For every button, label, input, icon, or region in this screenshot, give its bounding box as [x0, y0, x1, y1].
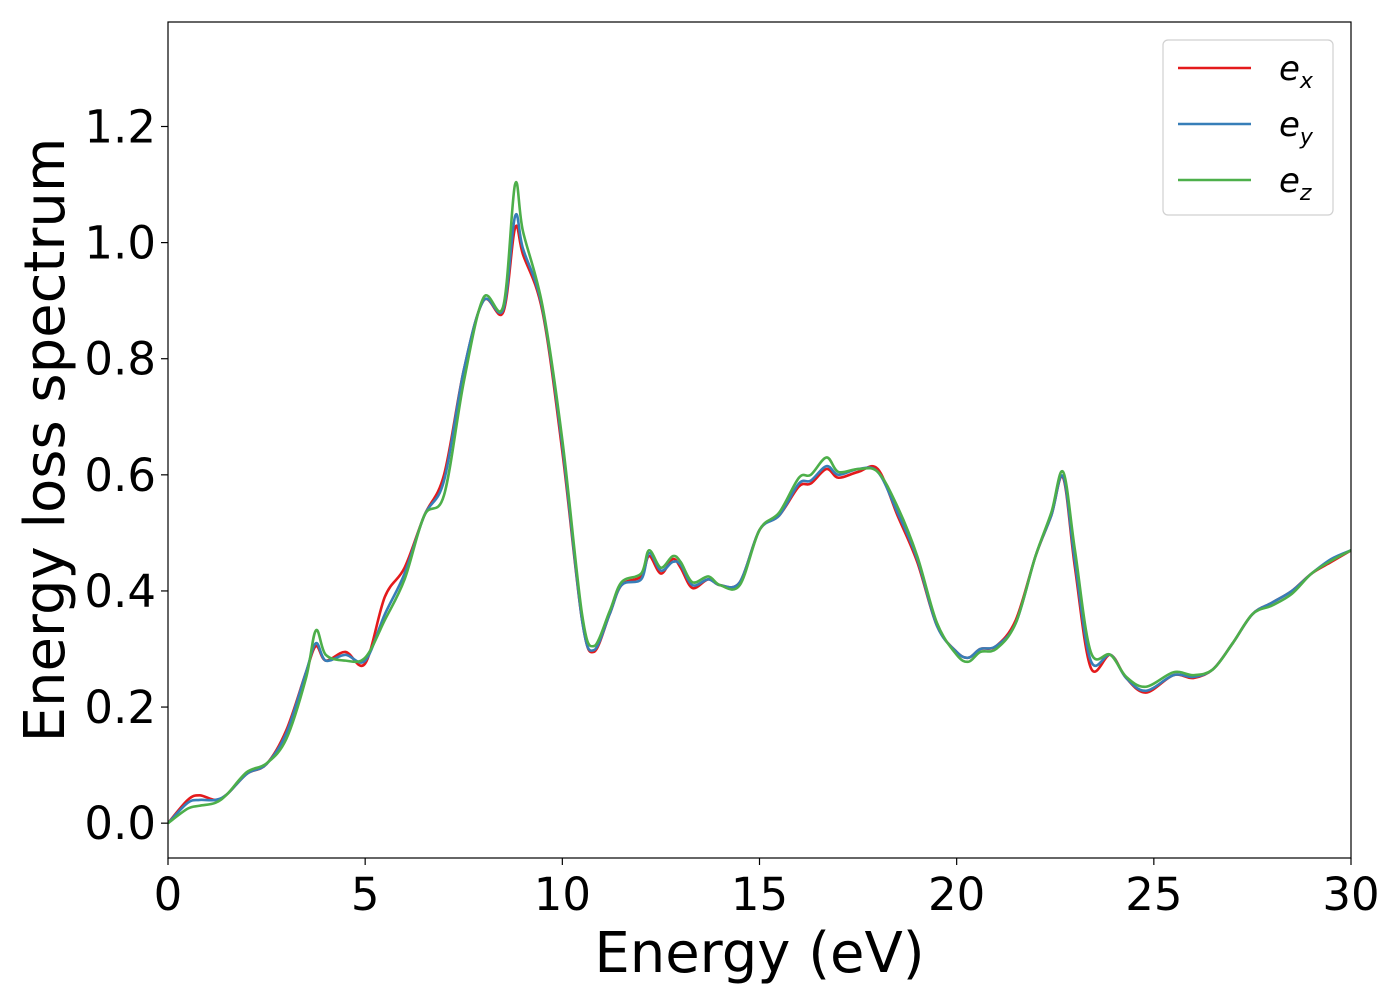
y-tick-label: 0.8 [84, 333, 156, 386]
x-tick-label: 15 [731, 868, 788, 921]
legend-label-main: e [1279, 105, 1300, 145]
x-tick-label: 5 [351, 868, 380, 921]
legend-box [1162, 39, 1334, 216]
legend-label-sub: x [1299, 69, 1314, 94]
x-tick-label: 20 [928, 868, 985, 921]
x-axis-ticks: 0 5 10 15 20 25 30 [154, 858, 1380, 921]
legend-label-sub: y [1299, 125, 1314, 150]
x-tick-label: 25 [1125, 868, 1182, 921]
series-line-y [168, 213, 1351, 825]
legend-label-z: ez [1279, 161, 1312, 206]
legend-label-sub: z [1299, 181, 1312, 206]
x-tick-label: 30 [1322, 868, 1379, 921]
series-line-x [168, 224, 1351, 825]
y-tick-label: 1.2 [84, 101, 156, 154]
y-axis-ticks: 0.0 0.2 0.4 0.6 0.8 1.0 1.2 [84, 101, 168, 850]
y-axis-label: Energy loss spectrum [13, 138, 78, 743]
y-tick-label: 0.0 [84, 797, 156, 850]
legend-label-main: e [1279, 49, 1300, 89]
x-tick-label: 0 [154, 868, 183, 921]
x-axis-label: Energy (eV) [594, 921, 924, 986]
y-tick-label: 0.4 [84, 565, 156, 618]
y-tick-label: 1.0 [84, 217, 156, 270]
legend-label-y: ey [1279, 105, 1314, 150]
legend-label-x: ex [1279, 49, 1314, 94]
series-line-z [168, 180, 1351, 825]
x-tick-label: 10 [534, 868, 591, 921]
series-lines [168, 180, 1351, 825]
y-tick-label: 0.2 [84, 681, 156, 734]
legend-label-main: e [1279, 161, 1300, 201]
y-tick-label: 0.6 [84, 449, 156, 502]
